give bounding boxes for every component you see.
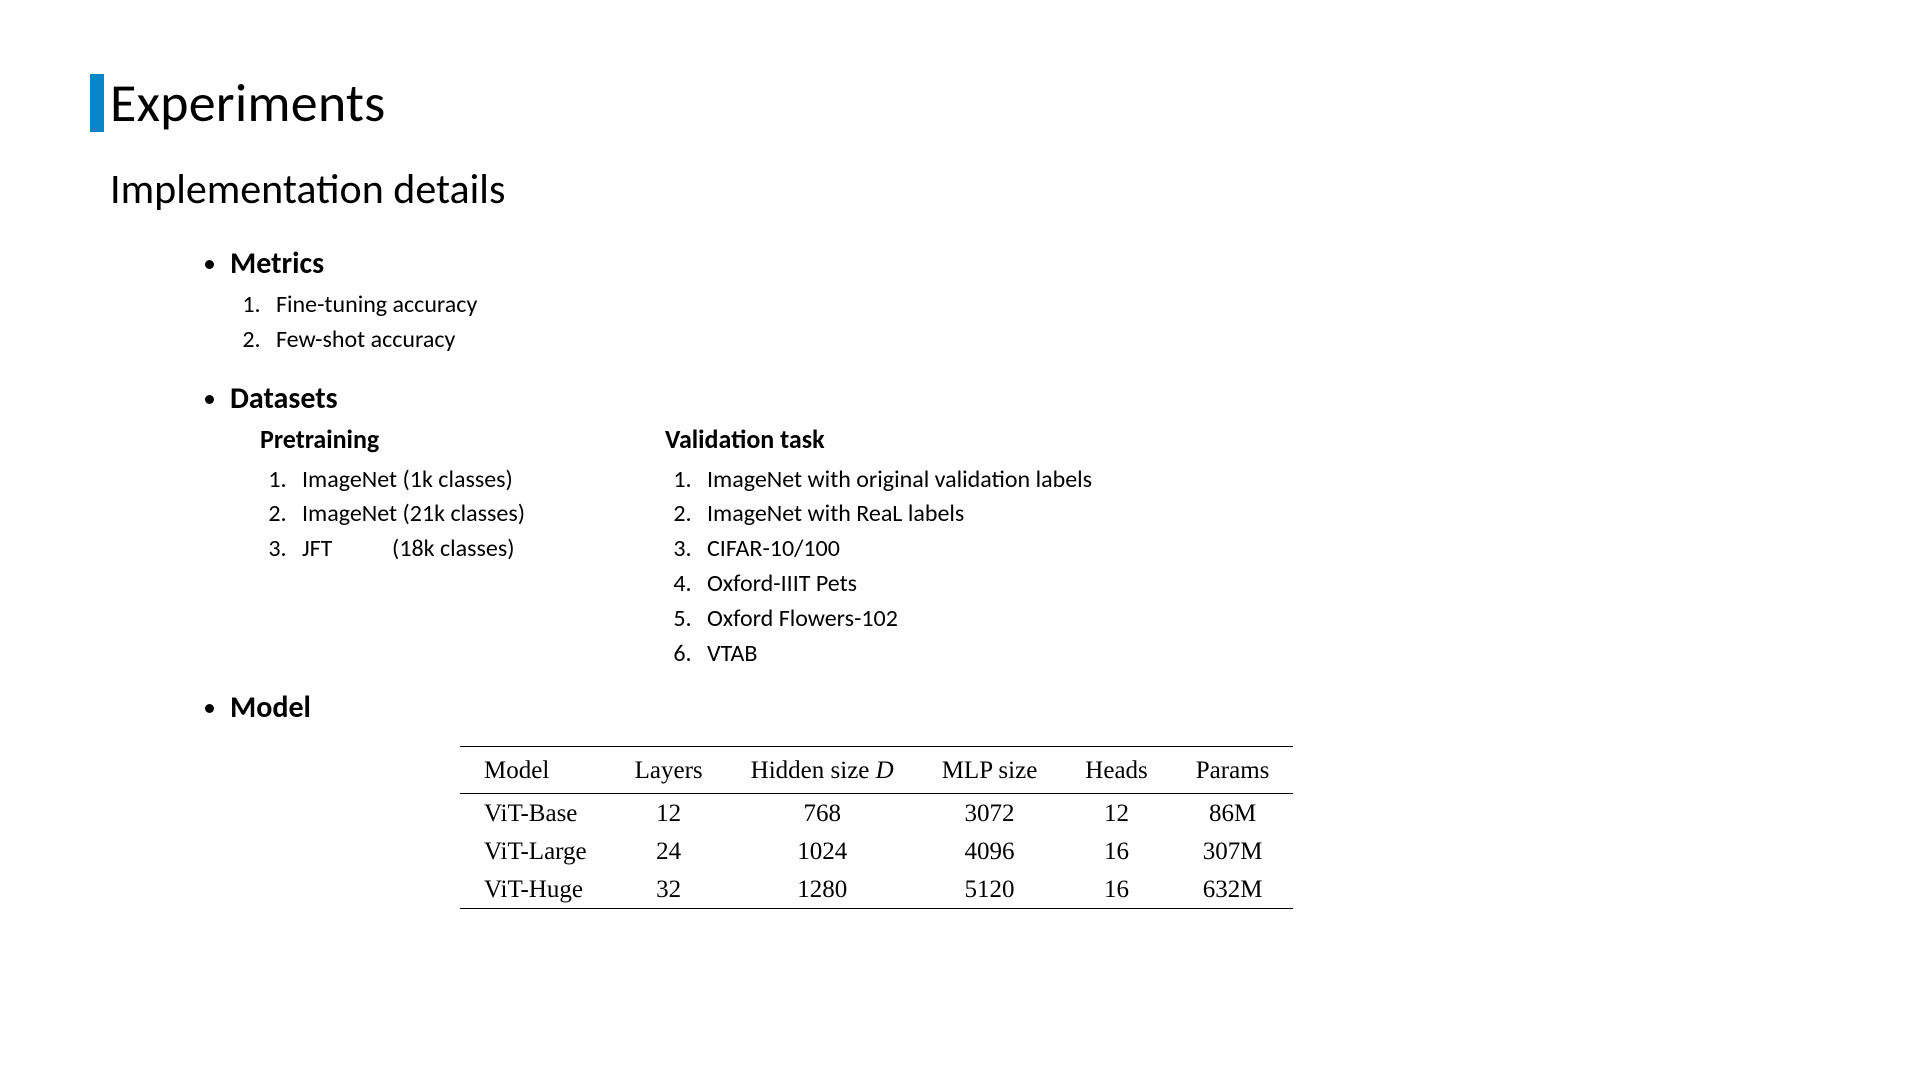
metrics-list: Fine-tuning accuracy Few-shot accuracy [218,288,1830,358]
cell: 1024 [727,832,918,870]
hidden-size-var: D [876,757,894,784]
datasets-columns: Pretraining ImageNet (1k classes) ImageN… [260,423,1830,672]
cell: 307M [1172,832,1294,870]
list-item: ImageNet with ReaL labels [697,497,1092,532]
pretraining-list: ImageNet (1k classes) ImageNet (21k clas… [260,463,525,567]
cell: 12 [611,794,727,833]
table-row: ViT-Base 12 768 3072 12 86M [460,794,1293,833]
table-header-row: Model Layers Hidden size D MLP size Head… [460,747,1293,794]
slide: Experiments Implementation details Metri… [0,0,1920,1080]
col-mlp: MLP size [918,747,1062,794]
table-row: ViT-Large 24 1024 4096 16 307M [460,832,1293,870]
col-layers: Layers [611,747,727,794]
cell: 12 [1061,794,1171,833]
section-model-label: Model [230,689,1830,726]
table-row: ViT-Huge 32 1280 5120 16 632M [460,870,1293,909]
cell: 86M [1172,794,1294,833]
pretraining-heading: Pretraining [260,423,525,455]
title-row: Experiments [90,70,1830,136]
col-model: Model [460,747,611,794]
cell: ViT-Large [460,832,611,870]
page-title: Experiments [110,70,386,136]
list-item: CIFAR-10/100 [697,532,1092,567]
list-item: Oxford Flowers-102 [697,602,1092,637]
model-table-wrap: Model Layers Hidden size D MLP size Head… [460,746,1830,909]
cell: 3072 [918,794,1062,833]
list-item: ImageNet (21k classes) [292,497,525,532]
list-item: ImageNet with original validation labels [697,463,1092,498]
pretraining-column: Pretraining ImageNet (1k classes) ImageN… [260,423,525,672]
cell: 5120 [918,870,1062,909]
cell: 24 [611,832,727,870]
list-item: Oxford-IIIT Pets [697,567,1092,602]
list-item: JFT (18k classes) [292,532,525,567]
content-area: Metrics Fine-tuning accuracy Few-shot ac… [190,245,1830,909]
cell: 1280 [727,870,918,909]
section-datasets-label: Datasets [230,380,1830,417]
list-item: ImageNet (1k classes) [292,463,525,498]
subtitle: Implementation details [110,164,1830,215]
title-accent-bar [90,74,104,132]
col-hidden: Hidden size D [727,747,918,794]
validation-list: ImageNet with original validation labels… [665,463,1092,672]
cell: ViT-Base [460,794,611,833]
cell: ViT-Huge [460,870,611,909]
cell: 632M [1172,870,1294,909]
validation-column: Validation task ImageNet with original v… [665,423,1092,672]
cell: 16 [1061,832,1171,870]
list-item: VTAB [697,637,1092,672]
cell: 16 [1061,870,1171,909]
cell: 4096 [918,832,1062,870]
col-params: Params [1172,747,1294,794]
cell: 32 [611,870,727,909]
section-metrics-label: Metrics [230,245,1830,282]
list-item: Fine-tuning accuracy [266,288,1830,323]
cell: 768 [727,794,918,833]
list-item: Few-shot accuracy [266,323,1830,358]
model-table: Model Layers Hidden size D MLP size Head… [460,746,1293,909]
validation-heading: Validation task [665,423,1092,455]
hidden-size-prefix: Hidden size [751,757,876,784]
col-heads: Heads [1061,747,1171,794]
